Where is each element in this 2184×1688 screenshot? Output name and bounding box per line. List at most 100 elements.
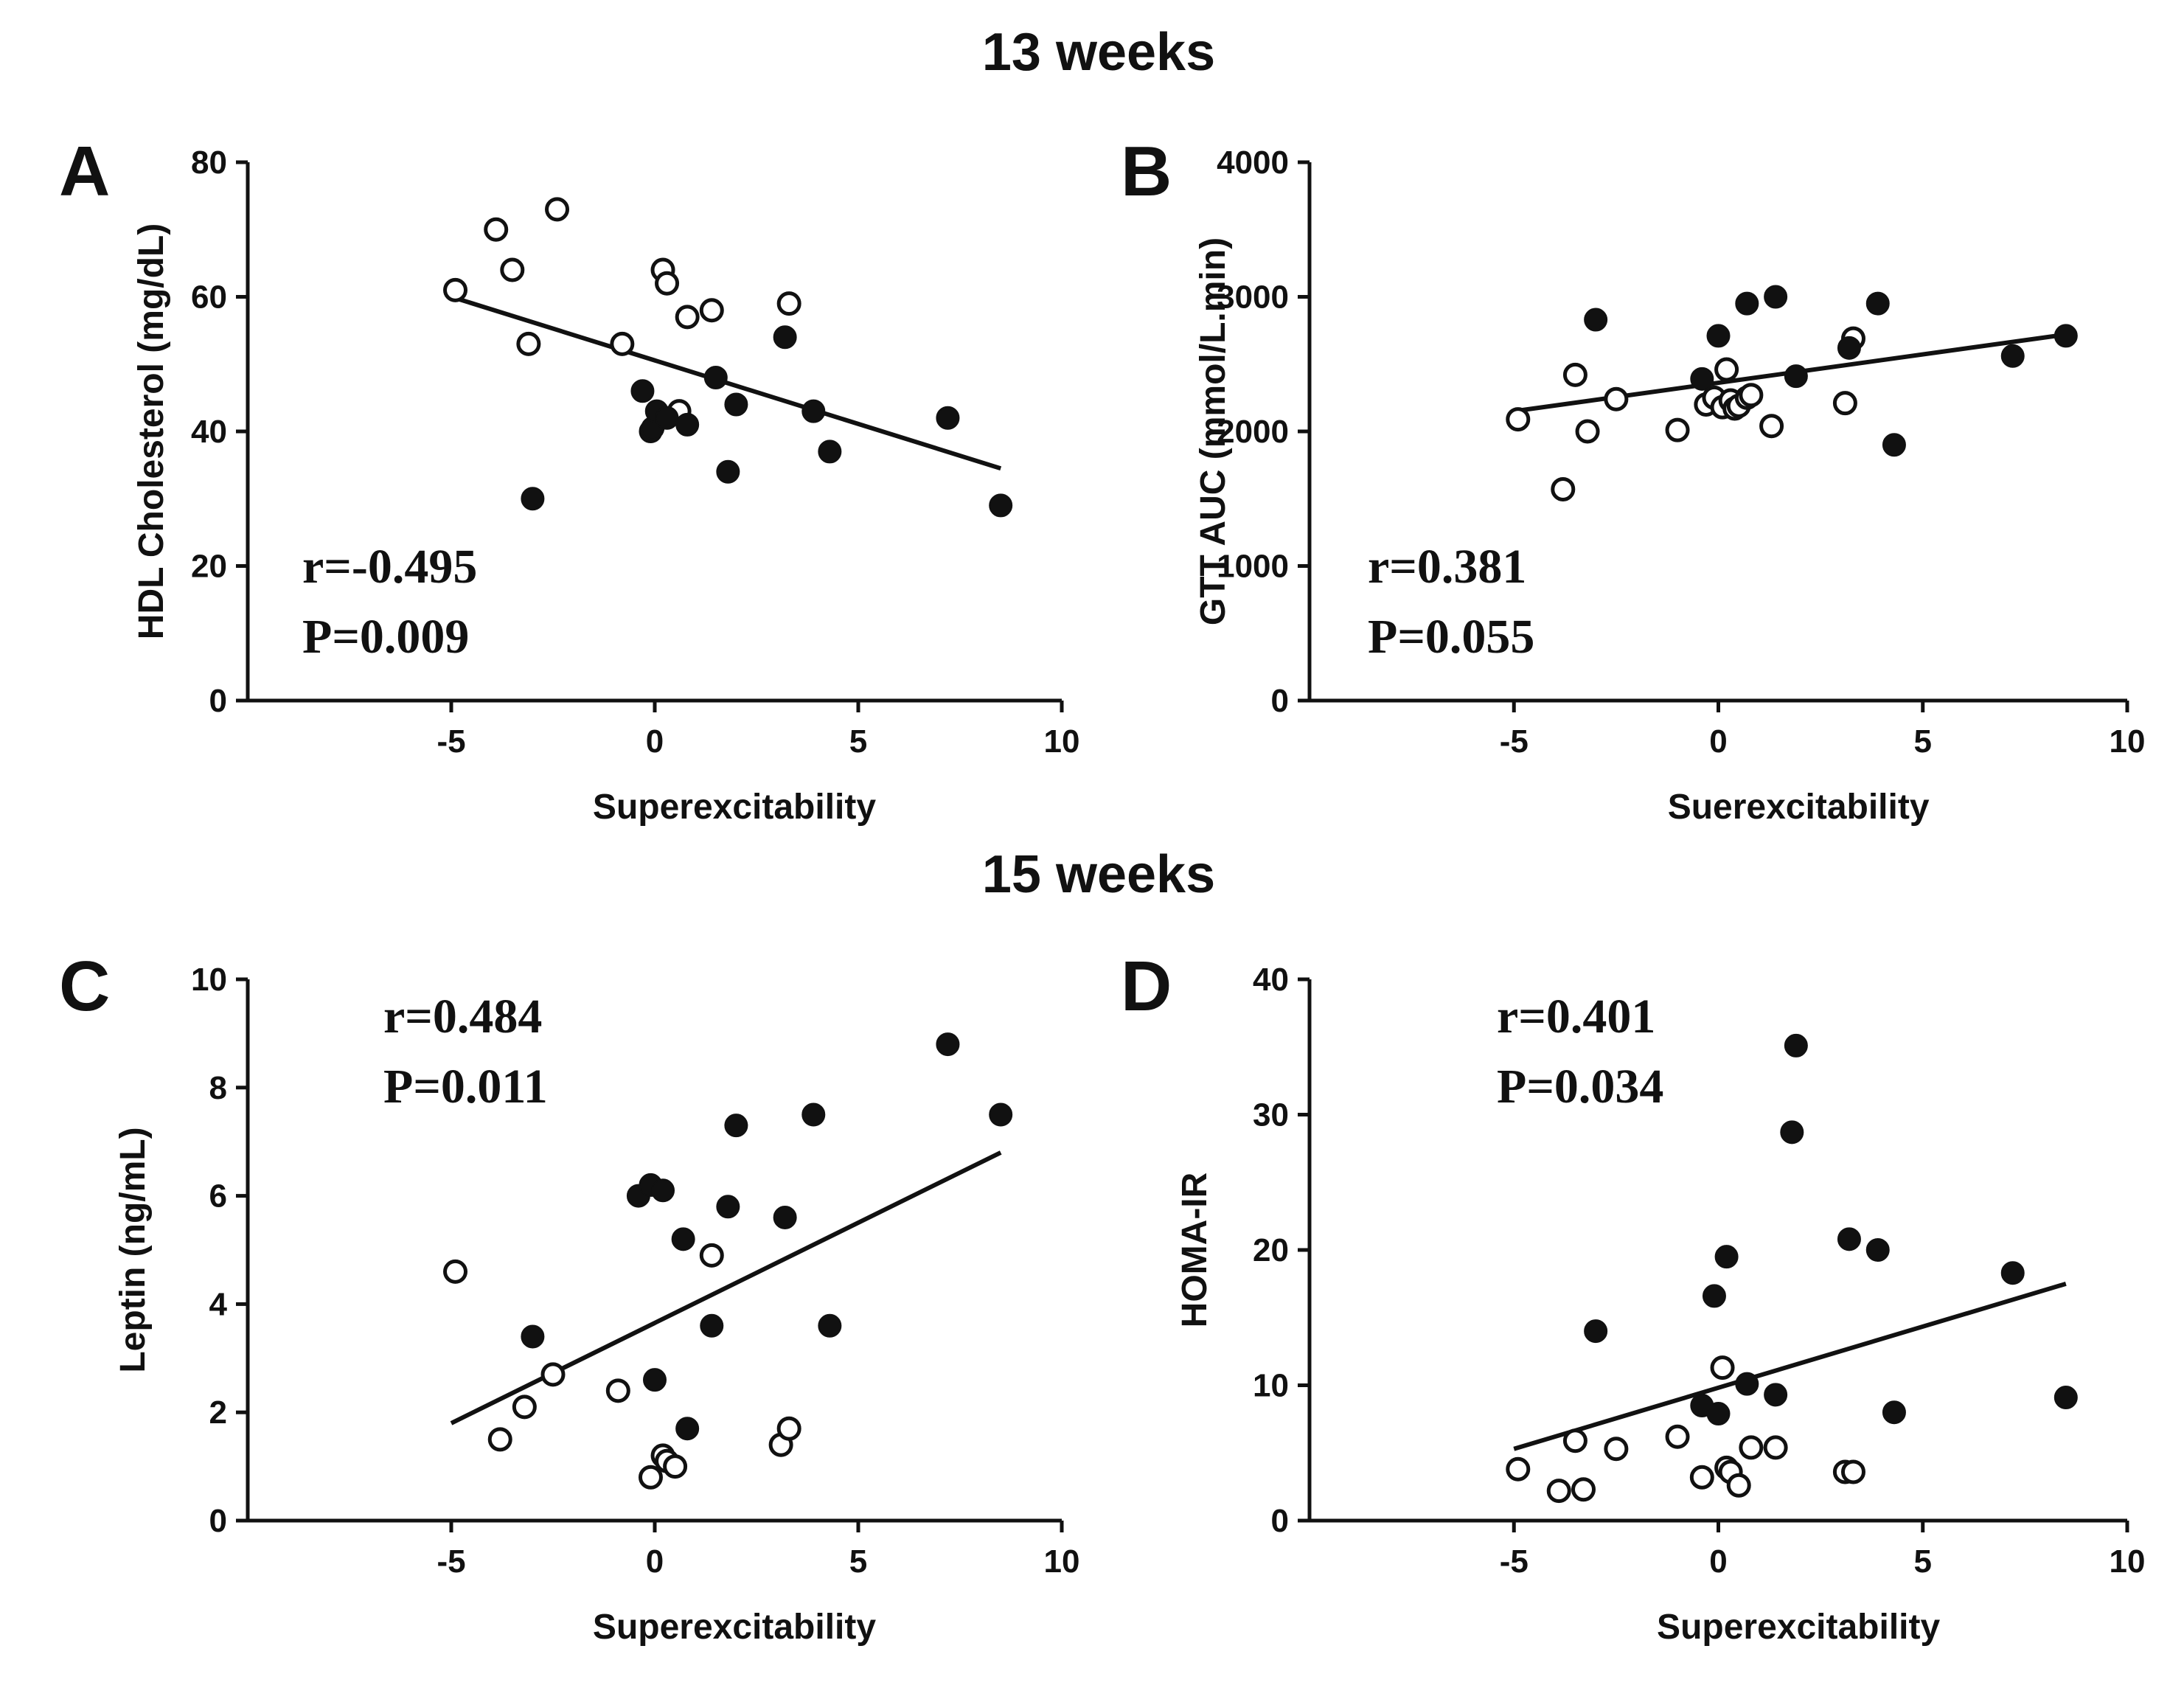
data-point-open (776, 1416, 801, 1441)
data-point-filled (1882, 433, 1906, 457)
y-tick-label: 30 (1253, 1097, 1289, 1133)
data-point-filled (655, 406, 679, 430)
p-value: P=0.009 (302, 610, 469, 664)
data-point-filled (703, 366, 728, 389)
data-point-open (1506, 407, 1531, 432)
y-tick-label: 0 (1271, 683, 1289, 719)
data-point-filled (1735, 291, 1759, 316)
x-tick-label: 0 (1709, 723, 1727, 760)
data-point-filled (1702, 1284, 1726, 1308)
x-tick-label: -5 (437, 723, 465, 760)
data-point-open (1604, 386, 1629, 411)
data-point-open (443, 1259, 468, 1284)
data-point-filled (1780, 1120, 1804, 1145)
panel-letter: C (59, 947, 110, 1026)
data-point-filled (1735, 1372, 1759, 1396)
panel-letter: D (1121, 947, 1172, 1026)
data-point-filled (700, 1313, 724, 1338)
x-tick-label: 5 (1914, 1543, 1932, 1580)
y-tick-label: 10 (1253, 1368, 1289, 1404)
x-tick-label: 0 (646, 1543, 664, 1580)
x-tick-label: 5 (1914, 723, 1932, 760)
panel-c: C -5 0 5 10 0 2 4 6 8 10 Superexcitability Leptin (n… (59, 947, 1079, 1647)
data-point-open (1710, 1355, 1735, 1380)
data-point-filled (1706, 324, 1731, 348)
data-point-filled (1714, 1245, 1739, 1269)
y-tick-label: 4 (209, 1286, 228, 1322)
panel-b: B -5 0 5 10 0 1000 2000 3000 4000 Suerexcitability… (1121, 132, 2145, 827)
data-point-filled (801, 399, 826, 423)
data-point-open (1571, 1477, 1596, 1502)
data-point-filled (2053, 324, 2078, 348)
data-point-filled (716, 1195, 740, 1219)
y-tick-label: 20 (191, 549, 227, 585)
correlation-r: r=0.401 (1497, 990, 1655, 1043)
regression-line (1513, 1282, 2067, 1451)
x-tick-label: 10 (2110, 723, 2146, 760)
regression-line (450, 1150, 1002, 1425)
y-tick-label: 80 (191, 145, 227, 181)
data-point-filled (1882, 1400, 1906, 1425)
p-value: P=0.011 (383, 1060, 548, 1114)
x-tick-label: 10 (2110, 1543, 2146, 1580)
data-point-filled (651, 1178, 675, 1203)
y-axis-label: GTT AUC (mmol/L.min) (1194, 237, 1233, 625)
x-tick-label: 0 (646, 723, 664, 760)
data-point-filled (989, 493, 1013, 518)
data-point-open (1759, 414, 1784, 439)
p-value: P=0.034 (1497, 1060, 1663, 1114)
data-point-open (638, 1465, 663, 1490)
data-point-filled (1837, 1227, 1861, 1251)
panel-d: D -5 0 5 10 0 10 20 30 40 Superexcitability HOMA-IR… (1121, 947, 2145, 1647)
data-point-filled (521, 487, 545, 511)
data-point-filled (521, 1324, 545, 1349)
p-value: P=0.055 (1368, 610, 1534, 664)
y-axis-label: HDL Cholesterol (mg/dL) (132, 223, 171, 639)
data-point-open (663, 1454, 688, 1479)
data-point-open (540, 1362, 566, 1387)
data-point-open (512, 1394, 537, 1420)
data-point-filled (1865, 291, 1890, 316)
data-point-open (516, 331, 541, 356)
data-point-open (1763, 1435, 1788, 1460)
data-point-filled (724, 1114, 748, 1138)
correlation-r: r=0.484 (383, 990, 542, 1043)
y-tick-label: 10 (191, 962, 227, 998)
data-point-filled (936, 1032, 960, 1057)
panel-letter: A (59, 132, 110, 211)
data-point-filled (671, 1227, 695, 1251)
data-point-open (1714, 357, 1739, 382)
x-tick-label: -5 (437, 1543, 465, 1580)
y-tick-label: 1000 (1217, 549, 1289, 585)
data-point-filled (818, 440, 842, 464)
data-point-filled (1706, 1402, 1731, 1426)
data-point-filled (1784, 364, 1808, 389)
data-point-filled (2053, 1386, 2078, 1410)
data-point-filled (2000, 344, 2025, 368)
data-point-open (1689, 1465, 1714, 1490)
data-point-open (699, 298, 724, 323)
data-point-filled (716, 459, 740, 484)
data-point-filled (1690, 367, 1714, 391)
data-point-filled (1764, 285, 1788, 309)
data-point-filled (675, 1417, 700, 1441)
data-point-open (675, 305, 700, 330)
data-point-filled (643, 1368, 667, 1392)
data-point-filled (773, 1205, 797, 1229)
x-axis-label: Superexcitability (593, 788, 876, 827)
x-axis-label: Suerexcitability (1668, 788, 1930, 827)
y-axis-label: HOMA-IR (1175, 1173, 1214, 1328)
data-point-open (776, 291, 801, 316)
data-point-filled (818, 1313, 842, 1338)
x-tick-label: 10 (1044, 723, 1080, 760)
data-point-filled (773, 325, 797, 350)
data-point-open (605, 1378, 630, 1403)
data-point-filled (1584, 1319, 1608, 1344)
data-point-open (1562, 1428, 1587, 1453)
panel-letter: B (1121, 132, 1172, 211)
data-point-open (1551, 476, 1576, 501)
data-point-open (487, 1427, 512, 1452)
y-tick-label: 0 (209, 1503, 227, 1539)
data-point-open (1665, 417, 1690, 442)
